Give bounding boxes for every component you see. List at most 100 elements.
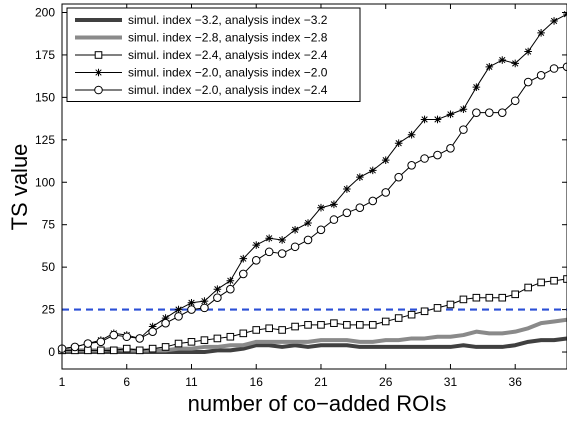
data-point bbox=[330, 200, 338, 209]
data-point bbox=[252, 326, 261, 334]
data-point bbox=[317, 203, 325, 212]
data-point bbox=[523, 77, 533, 87]
data-point bbox=[278, 236, 286, 244]
data-point bbox=[459, 105, 468, 114]
legend-item: simul. index −3.2, analysis index −3.2 bbox=[75, 13, 328, 27]
data-point bbox=[356, 173, 364, 181]
data-point bbox=[265, 234, 273, 243]
data-point bbox=[330, 319, 338, 327]
data-point bbox=[459, 125, 468, 134]
data-point bbox=[446, 300, 455, 309]
data-point bbox=[122, 332, 132, 342]
data-point bbox=[343, 185, 351, 193]
data-point bbox=[433, 150, 442, 160]
data-point bbox=[407, 130, 416, 139]
legend-label: simul. index −3.2, analysis index −3.2 bbox=[128, 13, 328, 27]
data-point bbox=[317, 321, 325, 329]
data-point bbox=[563, 275, 567, 283]
data-point bbox=[239, 254, 248, 263]
data-point bbox=[549, 64, 559, 73]
y-tick-label: 100 bbox=[35, 175, 55, 189]
data-point bbox=[368, 166, 377, 175]
data-point bbox=[368, 196, 378, 206]
data-point bbox=[446, 110, 455, 119]
data-point bbox=[213, 334, 222, 343]
legend-label: simul. index −2.4, analysis index −2.4 bbox=[128, 48, 328, 62]
x-tick-label: 1 bbox=[59, 375, 66, 389]
legend-marker bbox=[94, 51, 103, 59]
data-point bbox=[498, 293, 507, 302]
data-point bbox=[420, 307, 429, 316]
x-axis-label: number of co−added ROIs bbox=[188, 391, 447, 416]
data-point bbox=[420, 115, 429, 124]
y-tick-label: 175 bbox=[35, 48, 55, 62]
data-point bbox=[537, 278, 545, 287]
data-point bbox=[433, 115, 442, 124]
y-tick-label: 50 bbox=[42, 260, 56, 274]
data-point bbox=[187, 305, 196, 314]
data-point bbox=[161, 318, 170, 328]
data-point bbox=[536, 71, 546, 80]
data-point bbox=[550, 17, 558, 25]
data-point bbox=[316, 225, 326, 235]
legend-item: simul. index −2.0, analysis index −2.4 bbox=[75, 83, 328, 97]
data-point bbox=[187, 298, 196, 307]
axes-box bbox=[61, 3, 567, 370]
data-point bbox=[498, 56, 507, 64]
x-tick-label: 36 bbox=[509, 375, 523, 389]
data-point bbox=[135, 334, 144, 343]
data-point bbox=[226, 284, 235, 294]
data-point bbox=[70, 342, 80, 352]
data-point bbox=[96, 337, 106, 347]
data-point bbox=[278, 326, 286, 334]
data-point bbox=[148, 327, 157, 336]
data-point bbox=[238, 269, 248, 279]
data-point bbox=[537, 29, 545, 37]
series-5 bbox=[57, 62, 567, 353]
data-point bbox=[394, 172, 403, 182]
data-point bbox=[381, 188, 391, 197]
data-point bbox=[381, 156, 390, 164]
data-point bbox=[83, 339, 93, 348]
data-point bbox=[510, 96, 520, 106]
data-point bbox=[239, 329, 248, 338]
data-point bbox=[252, 241, 261, 249]
data-point bbox=[226, 332, 235, 341]
data-point bbox=[420, 154, 429, 163]
plot-area bbox=[57, 10, 567, 355]
data-point bbox=[550, 276, 558, 285]
data-point bbox=[343, 321, 351, 329]
data-point bbox=[394, 139, 403, 148]
series-2 bbox=[62, 317, 567, 353]
data-point bbox=[485, 293, 494, 302]
x-tick-label: 26 bbox=[379, 375, 393, 389]
series-line bbox=[62, 317, 567, 353]
x-tick-label: 31 bbox=[444, 375, 458, 389]
data-point bbox=[303, 235, 313, 245]
legend-label: simul. index −2.0, analysis index −2.4 bbox=[128, 83, 328, 97]
y-tick-label: 0 bbox=[48, 345, 55, 359]
data-point bbox=[472, 293, 481, 302]
legend-item: simul. index −2.8, analysis index −2.8 bbox=[75, 31, 328, 45]
legend-marker bbox=[94, 85, 103, 95]
data-point bbox=[562, 62, 567, 72]
data-point bbox=[277, 249, 287, 258]
data-point bbox=[109, 330, 119, 340]
data-point bbox=[511, 59, 520, 68]
y-tick-label: 25 bbox=[42, 303, 56, 317]
data-point bbox=[200, 297, 209, 305]
data-point bbox=[381, 317, 390, 326]
data-point bbox=[148, 322, 157, 331]
data-point bbox=[304, 321, 312, 329]
data-point bbox=[213, 285, 222, 294]
x-tick-label: 11 bbox=[185, 375, 198, 389]
data-point bbox=[200, 303, 209, 313]
data-point bbox=[291, 225, 299, 234]
data-point bbox=[472, 83, 481, 91]
legend: simul. index −3.2, analysis index −3.2 si… bbox=[66, 7, 361, 102]
data-point bbox=[485, 63, 494, 71]
y-tick-label: 150 bbox=[35, 90, 55, 104]
legend-label: simul. index −2.8, analysis index −2.8 bbox=[128, 31, 328, 45]
data-point bbox=[148, 344, 157, 353]
